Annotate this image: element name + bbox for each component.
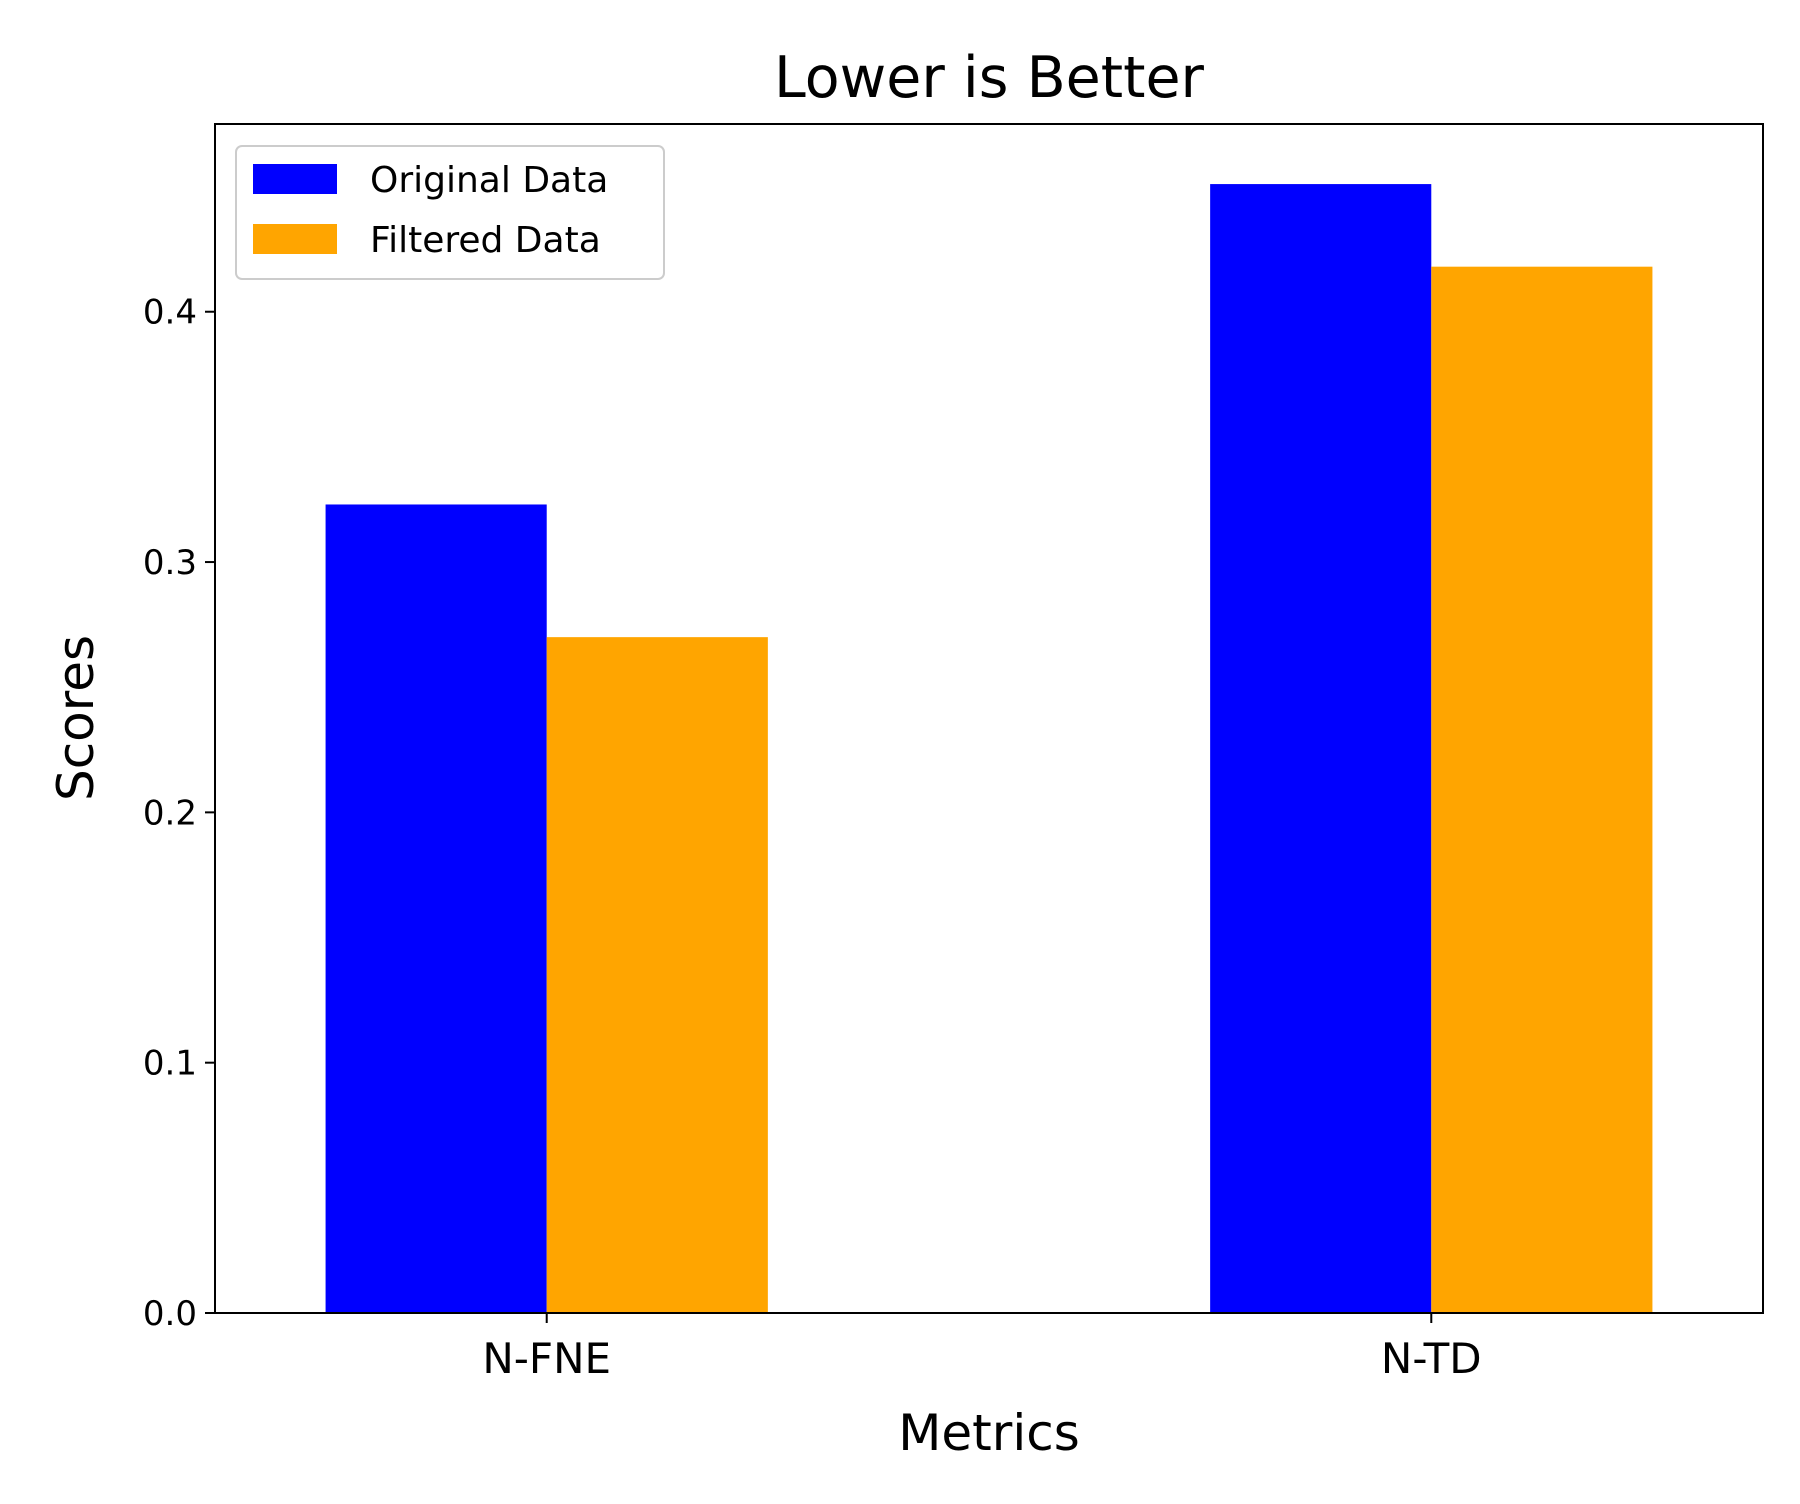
x-axis: N-FNE N-TD	[482, 1313, 1482, 1383]
legend-swatch	[253, 164, 337, 194]
y-tick-label: 0.3	[143, 543, 197, 583]
bar-n-td-series-2	[1431, 266, 1653, 1314]
bar-n-fne-series-2	[546, 637, 768, 1313]
y-axis-label: Scores	[47, 635, 105, 801]
x-axis-label: Metrics	[898, 1404, 1080, 1462]
legend-label: Filtered Data	[370, 220, 601, 261]
bars-layer	[325, 184, 1653, 1314]
y-tick-label: 0.4	[143, 293, 197, 333]
y-axis: 0.0 0.1 0.2 0.3 0.4	[143, 293, 215, 1334]
y-tick-label: 0.2	[143, 793, 197, 833]
legend: Original Data Filtered Data	[235, 145, 665, 280]
bar-n-td-series-1	[1210, 184, 1432, 1313]
y-tick-label: 0.0	[143, 1294, 197, 1334]
plot-frame	[214, 123, 1764, 1314]
x-tick-label: N-TD	[1381, 1334, 1482, 1383]
legend-frame	[235, 145, 665, 280]
bar-n-fne-series-1	[325, 504, 547, 1314]
legend-swatch	[253, 224, 337, 254]
x-tick-label: N-FNE	[482, 1334, 611, 1383]
chart-title: Lower is Better	[774, 45, 1204, 111]
y-tick-label: 0.1	[143, 1044, 197, 1084]
legend-label: Original Data	[370, 160, 608, 201]
